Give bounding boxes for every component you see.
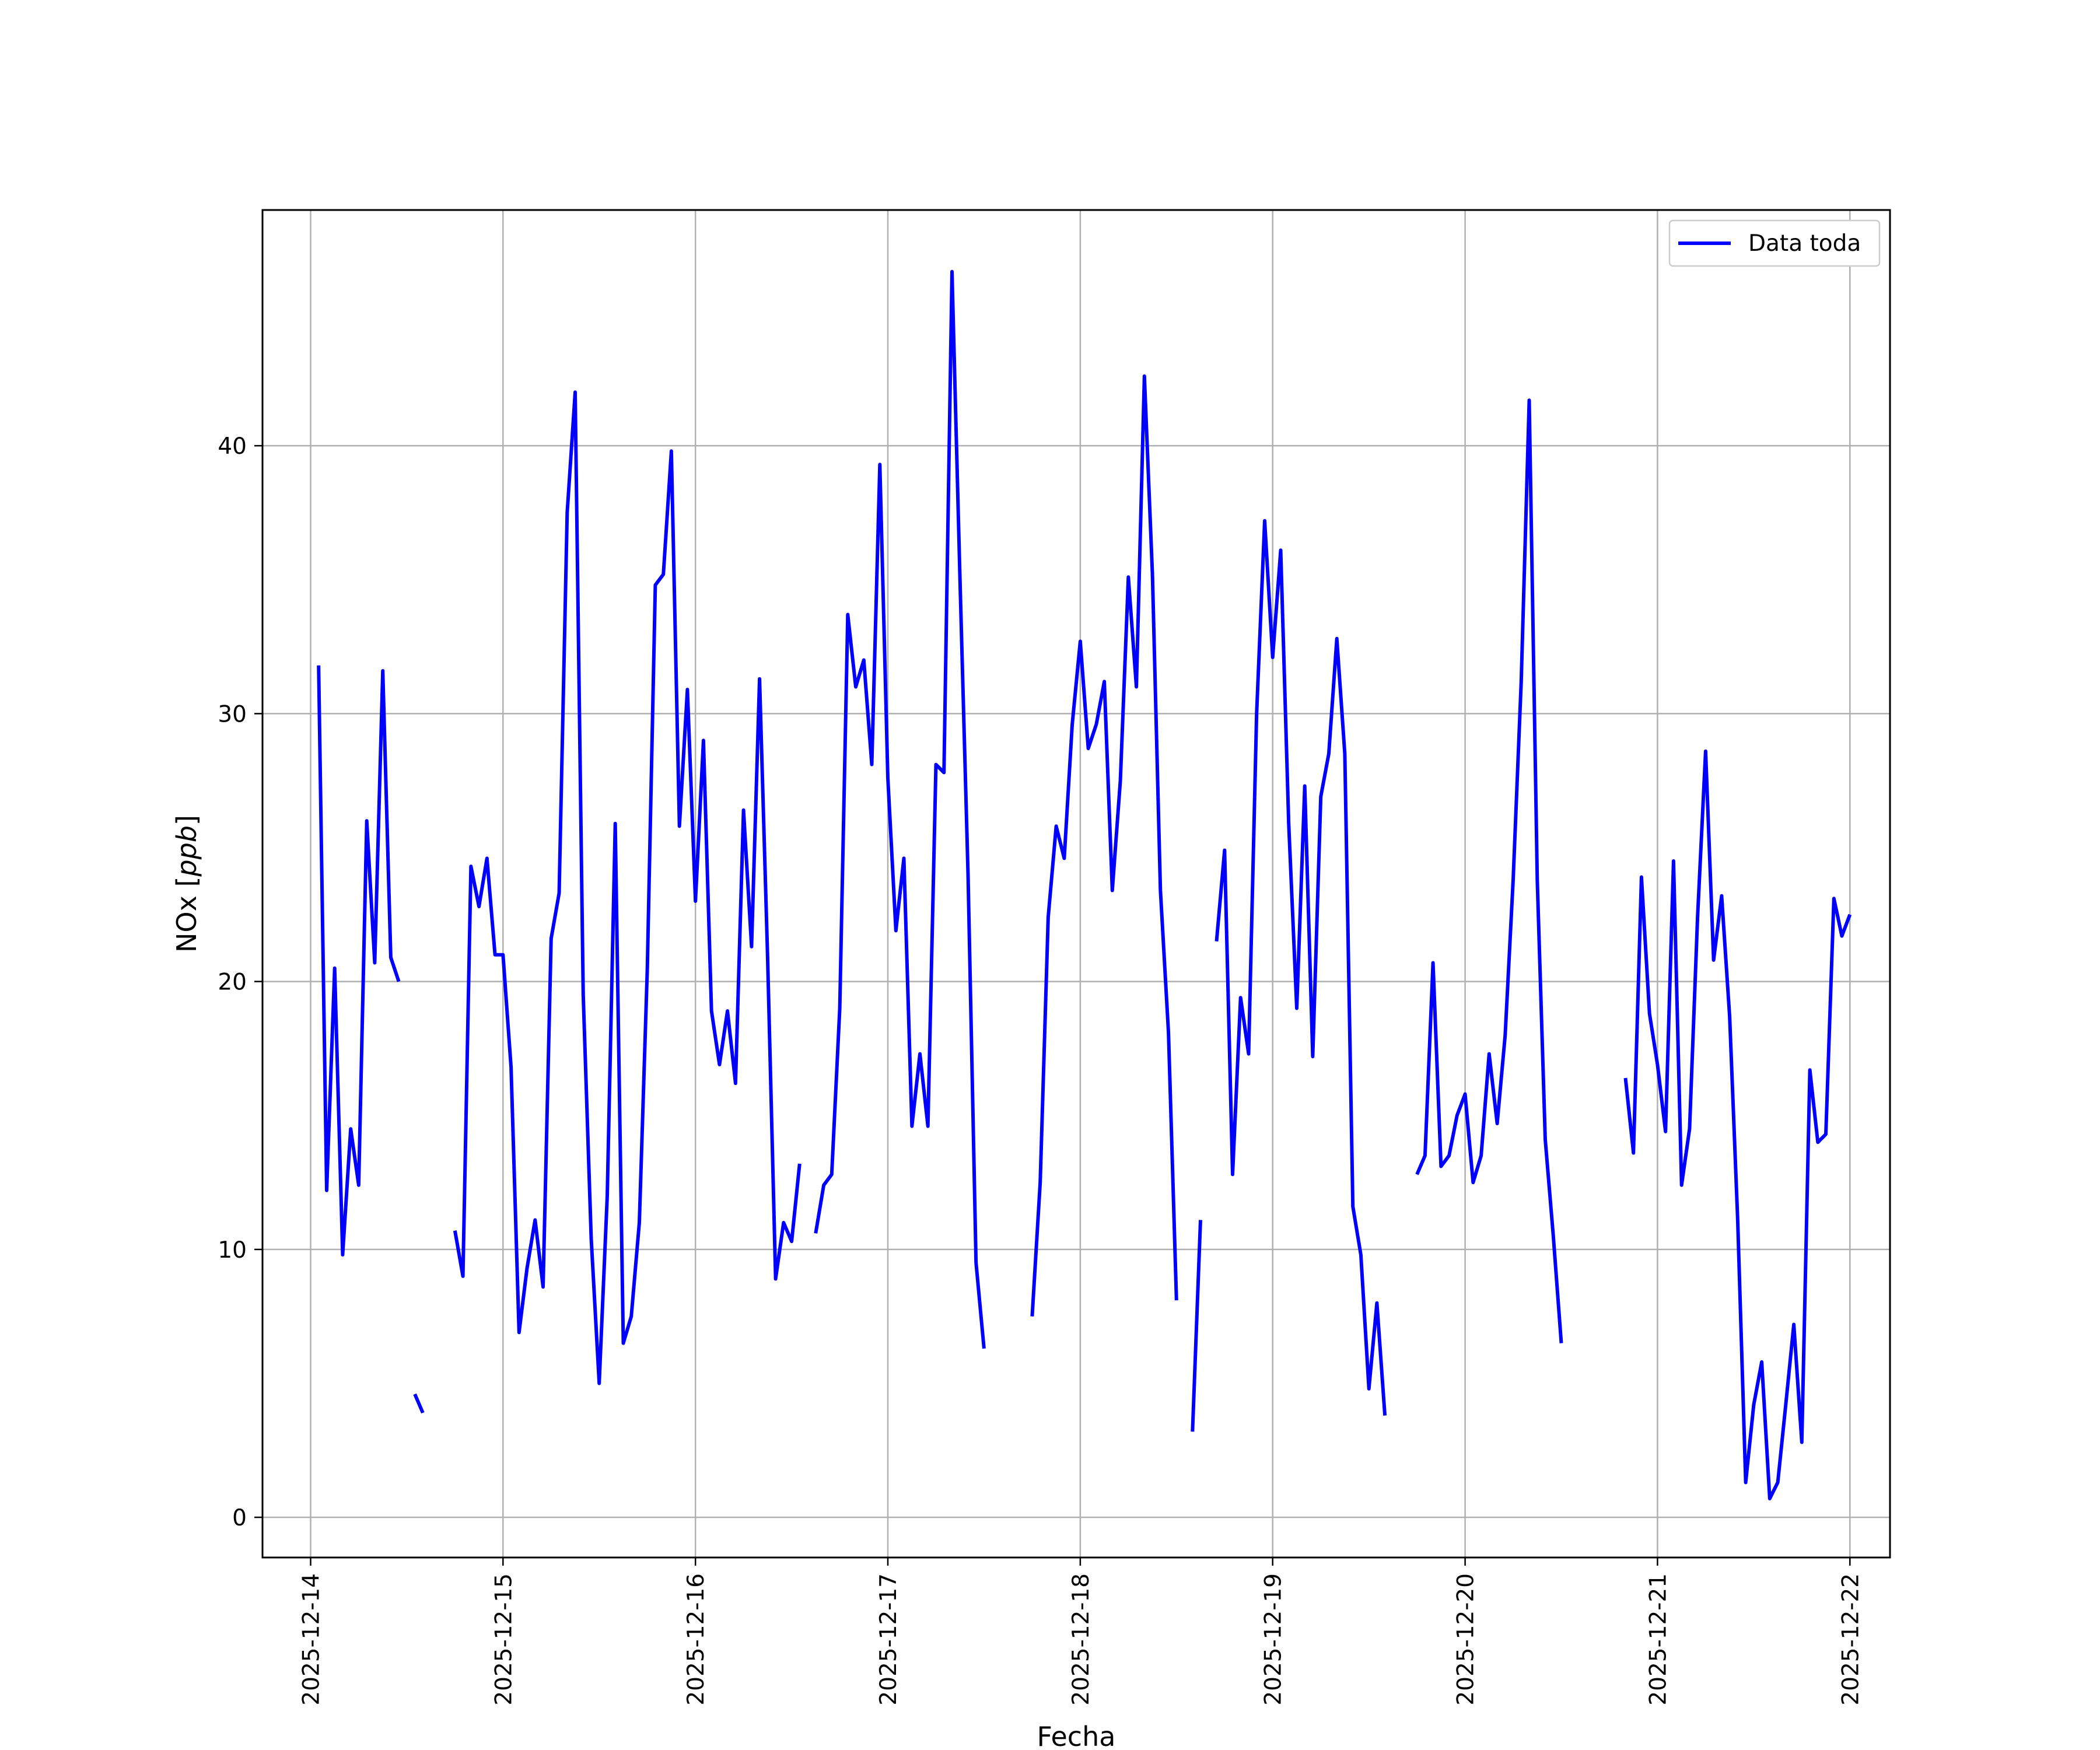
x-tick-label: 2025-12-16 <box>683 1573 709 1706</box>
y-tick-label: 30 <box>218 701 247 727</box>
series-data-toda <box>317 270 1852 1500</box>
plot-area-frame <box>261 209 1891 1559</box>
axis-ticks: 2025-12-14 2025-12-15 2025-12-16 2025-12-17… <box>218 433 1864 1706</box>
legend-label-data-toda: Data toda <box>1748 230 1861 257</box>
x-tick-label: 2025-12-18 <box>1068 1573 1094 1706</box>
series-line-segment <box>1623 749 1852 1500</box>
x-tick-label: 2025-12-19 <box>1261 1573 1287 1706</box>
plot-area-background <box>262 210 1890 1558</box>
x-axis-label: Fecha <box>1037 1721 1116 1750</box>
y-axis-label: NOx [ppb] <box>171 815 202 953</box>
series-line-segment <box>413 1393 425 1414</box>
x-tick-label: 2025-12-14 <box>299 1573 325 1706</box>
y-tick-label: 40 <box>218 433 247 460</box>
x-tick-label: 2025-12-17 <box>876 1573 902 1706</box>
y-tick-label: 20 <box>218 970 247 996</box>
legend-frame <box>1668 219 1881 267</box>
x-tick-label: 2025-12-15 <box>491 1573 517 1706</box>
series-line-segment <box>1214 519 1387 1416</box>
y-tick-label: 0 <box>232 1505 247 1531</box>
legend: Data toda <box>1668 219 1881 267</box>
series-line-segment <box>1191 1220 1202 1432</box>
series-line-segment <box>814 270 986 1349</box>
x-tick-label: 2025-12-22 <box>1838 1573 1864 1706</box>
x-tick-label: 2025-12-20 <box>1453 1573 1479 1706</box>
y-tick-label: 10 <box>218 1237 247 1264</box>
series-line-segment <box>1415 398 1563 1343</box>
x-tick-label: 2025-12-21 <box>1645 1573 1671 1706</box>
series-line-segment <box>1030 374 1178 1317</box>
series-line-segment <box>317 665 401 1257</box>
series-line-segment <box>453 390 802 1385</box>
